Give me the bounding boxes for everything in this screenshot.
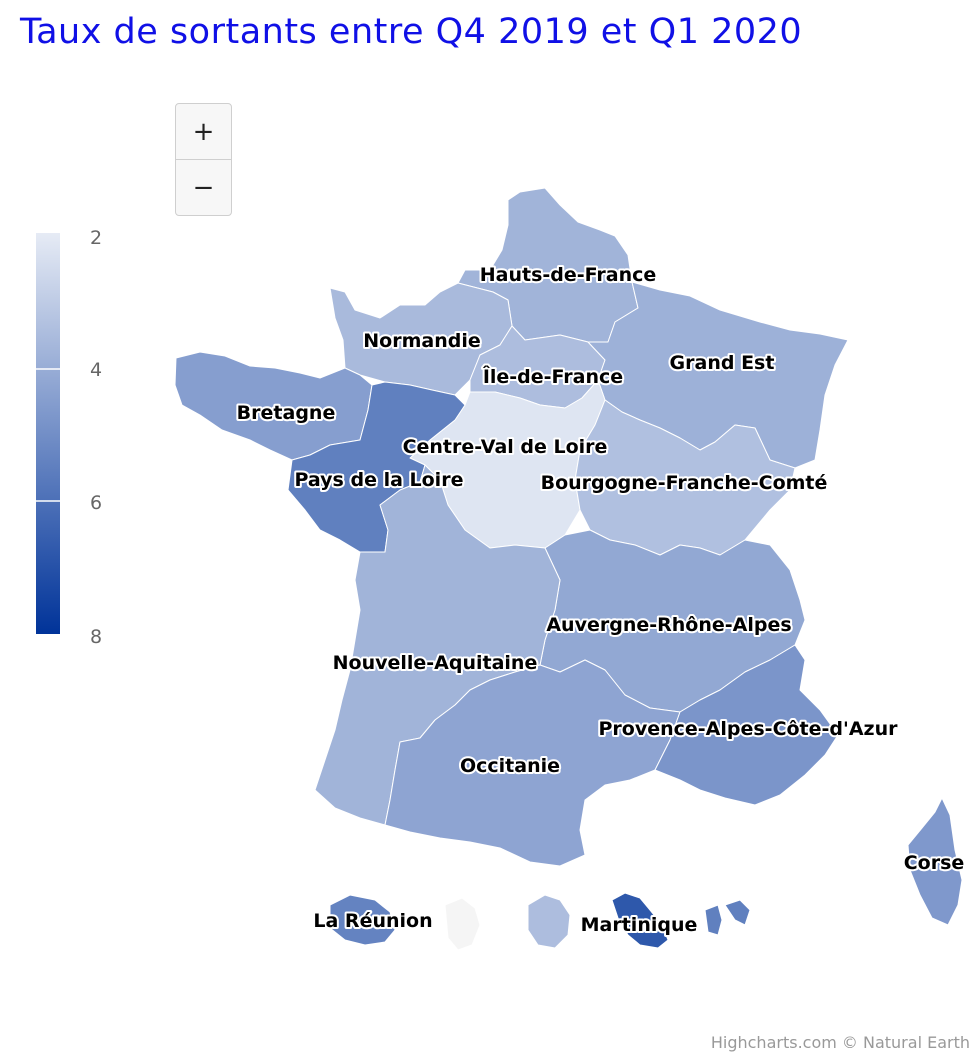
region-martinique[interactable] [611,892,669,949]
zoom-controls: + − [175,103,232,216]
legend-tick-label: 4 [90,359,102,381]
region-label: Occitanie [460,755,560,777]
zoom-in-button[interactable]: + [176,104,231,160]
region-label: Bourgogne-Franche-Comté [541,472,828,494]
region-label: Martinique [581,914,698,936]
region-label: Corse [904,852,965,874]
zoom-out-button[interactable]: − [192,172,215,203]
region-guyane[interactable] [444,897,481,951]
legend-tick-label: 2 [90,227,102,249]
region-label: Pays de la Loire [295,469,464,491]
region-guadeloupe[interactable] [527,894,571,949]
region-la-reunion[interactable] [329,894,396,946]
region-label: Grand Est [670,352,775,374]
region-bourgogne-franche-comte[interactable] [574,399,796,556]
region-label: Provence-Alpes-Côte-d'Azur [598,718,898,740]
legend-tick-label: 6 [90,492,102,514]
region-label: La Réunion [313,910,432,932]
region-corse[interactable] [907,797,963,926]
legend-tick-label: 8 [90,626,102,648]
credits-link[interactable]: Highcharts.com © Natural Earth [710,1033,970,1052]
region-label: Normandie [363,330,480,352]
region-label: Hauts-de-France [480,264,657,286]
chart-title: Taux de sortants entre Q4 2019 et Q1 202… [20,12,803,52]
color-legend: 2 4 6 8 [36,227,102,648]
map-labels: Hauts-de-France Normandie Île-de-France … [235,262,967,938]
region-label: Centre-Val de Loire [403,436,608,458]
map-regions [174,187,963,951]
region-label: Auvergne-Rhône-Alpes [546,614,791,636]
region-provence-alpes-cote-dazur[interactable] [654,644,839,806]
region-label: Nouvelle-Aquitaine [333,652,538,674]
region-mayotte[interactable] [704,899,751,936]
region-label: Île-de-France [483,365,623,388]
region-label: Bretagne [237,402,336,424]
legend-gradient-bar [36,233,60,634]
